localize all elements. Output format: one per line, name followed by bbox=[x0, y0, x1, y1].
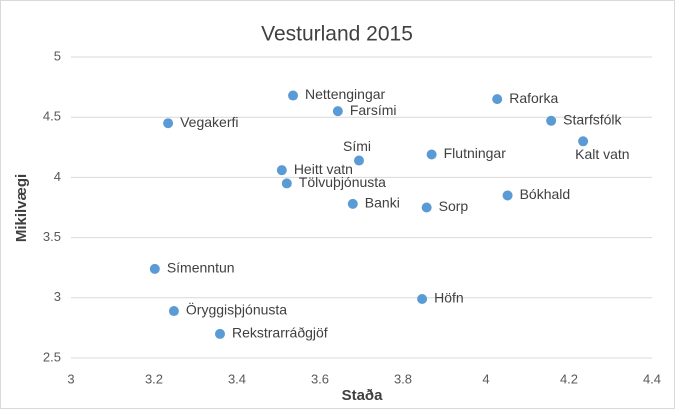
x-tick-label: 4.4 bbox=[643, 371, 661, 386]
point-label: Kalt vatn bbox=[575, 146, 629, 162]
y-axis-label: Mikilvægi bbox=[13, 174, 30, 242]
y-tick-label: 5 bbox=[54, 48, 61, 63]
x-tick-label: 3.4 bbox=[228, 371, 246, 386]
data-point bbox=[417, 294, 428, 305]
x-tick-label: 3.8 bbox=[394, 371, 412, 386]
data-point bbox=[288, 90, 299, 101]
y-tick-label: 4 bbox=[54, 169, 61, 184]
x-axis-label: Staða bbox=[342, 387, 384, 404]
x-tick-label: 4 bbox=[482, 371, 489, 386]
point-label: Farsími bbox=[350, 102, 397, 118]
data-point bbox=[421, 202, 432, 213]
x-tick-label: 3.6 bbox=[311, 371, 329, 386]
data-point bbox=[426, 149, 437, 160]
data-point bbox=[163, 118, 174, 129]
data-point bbox=[214, 328, 225, 339]
point-label: Tölvuþjónusta bbox=[299, 174, 386, 190]
point-label: Höfn bbox=[434, 290, 464, 306]
point-label: Rekstrarráðgjöf bbox=[232, 325, 328, 341]
y-tick-label: 3 bbox=[54, 289, 61, 304]
x-tick-label: 4.2 bbox=[560, 371, 578, 386]
data-point bbox=[276, 165, 287, 176]
data-point bbox=[578, 136, 589, 147]
point-label: Banki bbox=[365, 195, 400, 211]
point-label: Vegakerfi bbox=[180, 114, 238, 130]
x-tick-label: 3.2 bbox=[145, 371, 163, 386]
point-label: Starfsfólk bbox=[563, 112, 622, 128]
x-tick-label: 3 bbox=[67, 371, 74, 386]
point-label: Öryggisþjónusta bbox=[186, 301, 287, 318]
point-label: Flutningar bbox=[444, 145, 507, 161]
y-tick-label: 4.5 bbox=[43, 109, 61, 124]
data-point bbox=[354, 155, 365, 166]
data-point bbox=[546, 115, 557, 126]
data-point bbox=[281, 178, 292, 189]
chart-title: Vesturland 2015 bbox=[261, 23, 413, 46]
point-label: Nettengingar bbox=[305, 86, 386, 102]
data-point bbox=[168, 306, 179, 317]
point-label: Heitt vatn bbox=[294, 161, 353, 177]
point-label: Raforka bbox=[509, 90, 558, 106]
point-label: Sorp bbox=[439, 198, 469, 214]
data-point bbox=[332, 106, 343, 117]
data-point bbox=[492, 94, 503, 105]
point-label: Bókhald bbox=[520, 186, 571, 202]
data-point bbox=[347, 198, 358, 209]
data-point bbox=[149, 263, 160, 274]
point-label: Símenntun bbox=[167, 260, 235, 276]
y-tick-label: 2.5 bbox=[43, 349, 61, 364]
data-point bbox=[502, 190, 513, 201]
y-tick-label: 3.5 bbox=[43, 229, 61, 244]
point-label: Sími bbox=[343, 138, 371, 154]
